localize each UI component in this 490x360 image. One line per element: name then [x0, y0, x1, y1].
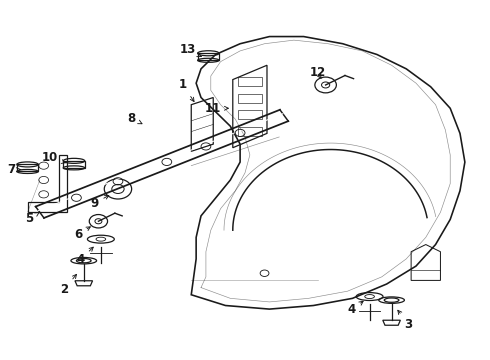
Text: 3: 3: [398, 310, 413, 331]
Text: 8: 8: [127, 112, 142, 125]
Text: 12: 12: [309, 66, 325, 79]
Text: 10: 10: [42, 151, 66, 164]
Text: 9: 9: [90, 195, 109, 210]
Text: 6: 6: [74, 227, 90, 241]
Text: 2: 2: [60, 274, 76, 296]
Text: 13: 13: [179, 43, 201, 57]
Text: 1: 1: [179, 78, 194, 102]
Text: 11: 11: [205, 102, 228, 115]
Text: 5: 5: [25, 212, 39, 225]
Text: 4: 4: [347, 301, 363, 316]
Text: 7: 7: [7, 163, 21, 176]
Text: 4: 4: [76, 247, 93, 266]
